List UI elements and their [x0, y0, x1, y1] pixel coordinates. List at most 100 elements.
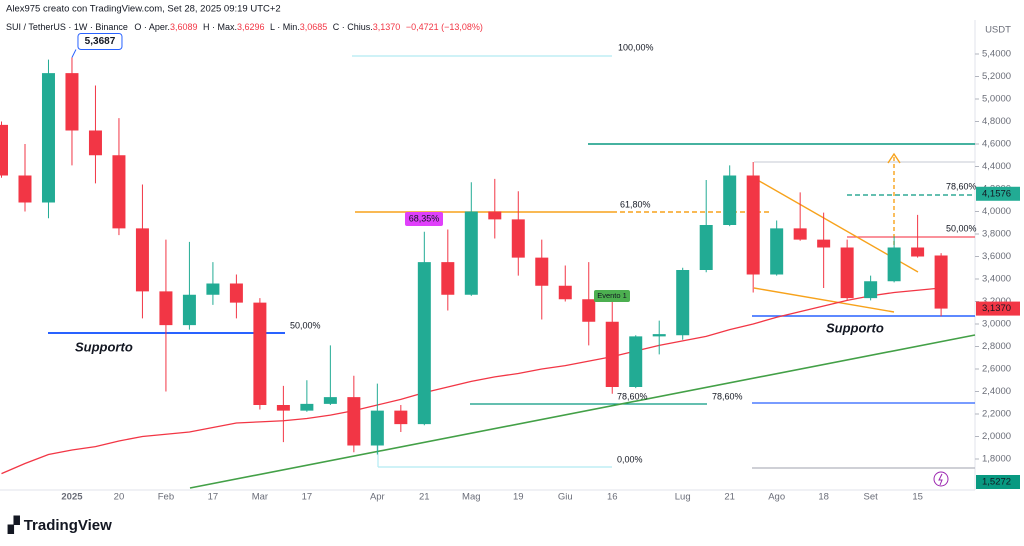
candle-body — [770, 228, 784, 275]
candle-body — [746, 175, 760, 275]
x-tick-label: 19 — [513, 492, 524, 503]
x-tick-label: Feb — [158, 492, 174, 503]
currency: USDT — [985, 25, 1011, 36]
candle-body — [535, 257, 549, 286]
price-label: 3,1370 — [982, 303, 1011, 314]
drawings — [48, 55, 976, 489]
x-tick-label: Giu — [558, 492, 573, 503]
y-tick-label: 2,4000 — [982, 386, 1011, 397]
candle-body — [65, 73, 79, 131]
legend-low-label: L · Min. — [270, 22, 300, 32]
moving-average — [1, 287, 942, 475]
header: Alex975 creato con TradingView.com, Set … — [6, 4, 281, 15]
legend-open: 3,6089 — [170, 22, 198, 32]
x-tick-label: 21 — [724, 492, 735, 503]
candle-body — [464, 211, 478, 295]
candle-body — [323, 397, 337, 404]
legend-high-label: H · Max. — [203, 22, 237, 32]
candle-body — [112, 155, 126, 229]
candle-body — [0, 124, 8, 176]
y-tick-label: 2,0000 — [982, 431, 1011, 442]
y-tick-label: 3,0000 — [982, 319, 1011, 330]
price-label: 4,1576 — [982, 188, 1011, 199]
annotation: 68,35% — [409, 213, 440, 223]
y-tick-label: 4,0000 — [982, 206, 1011, 217]
annotation: 50,00% — [290, 320, 321, 330]
x-tick-label: 16 — [607, 492, 618, 503]
candle-body — [135, 228, 149, 292]
x-tick-label: Mag — [462, 492, 480, 503]
y-tick-label: 3,8000 — [982, 229, 1011, 240]
x-tick-label: Ago — [768, 492, 785, 503]
candle-body — [652, 334, 666, 337]
candle-body — [41, 73, 55, 203]
annotation: 78,60% — [617, 391, 648, 401]
x-tick-label: 20 — [114, 492, 125, 503]
y-tick-label: 5,4000 — [982, 49, 1011, 60]
candle-body — [88, 130, 102, 156]
plot — [0, 57, 948, 475]
candle-body — [253, 302, 267, 405]
y-tick-label: 3,4000 — [982, 274, 1011, 285]
y-tick-label: 5,0000 — [982, 94, 1011, 105]
candle-body — [723, 175, 737, 225]
callout-pointer — [71, 49, 77, 58]
candle-body — [488, 211, 502, 220]
x-tick-label: 18 — [818, 492, 829, 503]
candle-body — [18, 175, 32, 203]
candle-body — [206, 283, 220, 295]
legend: SUI / TetherUS · 1W · Binance O · Aper.3… — [6, 22, 483, 32]
candle-body — [558, 285, 572, 300]
candle-body — [370, 410, 384, 446]
candle-body — [182, 294, 196, 326]
label-box — [405, 212, 443, 226]
y-tick-label: 3,2000 — [982, 296, 1011, 307]
candle-body — [300, 403, 314, 411]
legend-low: 3,0685 — [300, 22, 328, 32]
x-tick-label: 17 — [208, 492, 219, 503]
candle-body — [441, 262, 455, 295]
candle-body — [347, 397, 361, 446]
annotation: Evento 1 — [597, 291, 627, 300]
legend-close-label: C · Chius. — [333, 22, 373, 32]
candle-body — [417, 262, 431, 425]
candle-body — [582, 299, 596, 322]
event-icon — [938, 473, 943, 486]
annotation: 50,00% — [946, 223, 977, 233]
x-tick-label: Mar — [252, 492, 268, 503]
y-tick-label: 2,6000 — [982, 364, 1011, 375]
candle-body — [229, 283, 243, 303]
trend-line — [189, 334, 976, 489]
candle-body — [605, 321, 619, 387]
x-tick-label: Apr — [370, 492, 385, 503]
arrow-head — [887, 152, 901, 164]
candle-body — [887, 247, 901, 282]
candle-body — [699, 225, 713, 270]
wedge-line — [753, 287, 895, 313]
y-tick-label: 4,8000 — [982, 116, 1011, 127]
candle-body — [934, 255, 948, 309]
x-tick-label: 21 — [419, 492, 430, 503]
candle-body — [276, 405, 290, 411]
candle-body — [793, 228, 807, 240]
annotation: Supporto — [826, 320, 884, 335]
legend-change: −0,4721 (−13,08%) — [406, 22, 483, 32]
price-label: 1,5272 — [982, 477, 1011, 488]
legend-symbol: SUI / TetherUS · 1W · Binance — [6, 22, 128, 32]
legend-high: 3,6296 — [237, 22, 265, 32]
callout-label: 5,3687 — [85, 36, 116, 47]
brand: ▞ TradingView — [7, 515, 112, 535]
y-tick-label: 1,8000 — [982, 454, 1011, 465]
candle-body — [159, 291, 173, 326]
x-tick-label: 2025 — [61, 492, 83, 503]
y-tick-label: 2,8000 — [982, 341, 1011, 352]
x-tick-label: Lug — [675, 492, 691, 503]
annotation: 78,60% — [712, 391, 743, 401]
candle-body — [676, 270, 690, 336]
candle-body — [394, 410, 408, 425]
callout-box — [77, 33, 123, 51]
y-tick-label: 2,2000 — [982, 409, 1011, 420]
y-tick-label: 5,2000 — [982, 71, 1011, 82]
candle-body — [511, 219, 525, 258]
